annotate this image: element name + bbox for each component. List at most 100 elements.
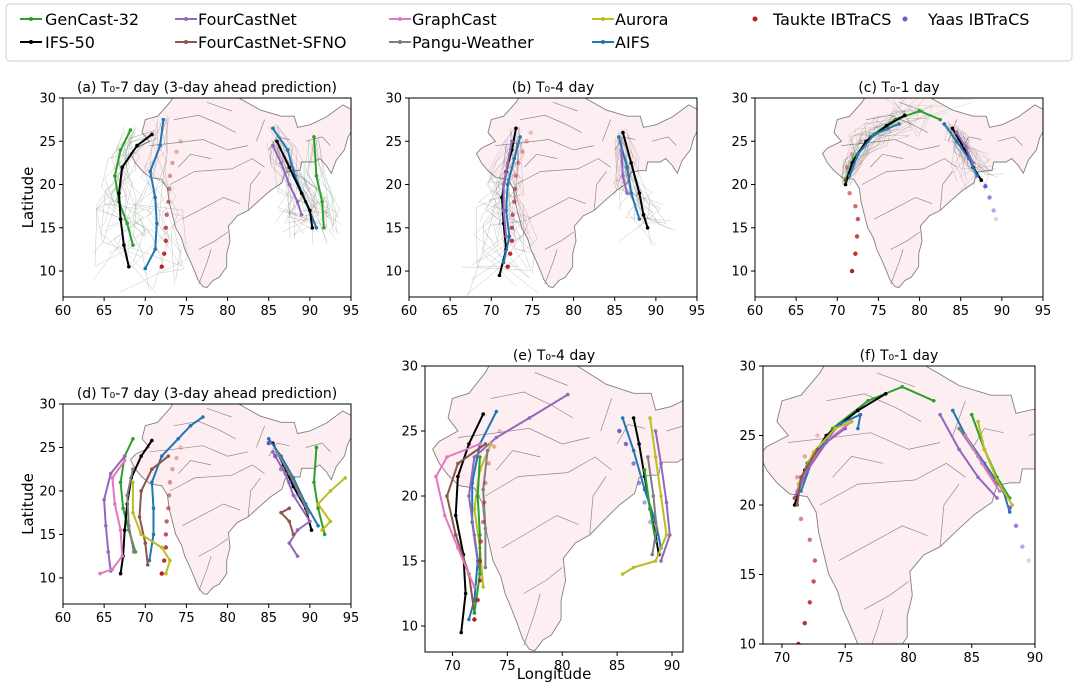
track-point <box>858 412 863 417</box>
observed-point <box>858 139 863 144</box>
ensemble-track <box>614 150 620 183</box>
track-point <box>963 143 967 148</box>
state-border <box>869 153 904 168</box>
observed-point <box>163 532 169 537</box>
y-tick-label: 10 <box>731 265 748 280</box>
state-border <box>523 593 541 646</box>
track-point <box>139 489 143 493</box>
track-point <box>653 429 658 433</box>
y-tick-label: 25 <box>401 425 418 440</box>
track-point <box>110 567 115 572</box>
observed-point <box>159 571 164 576</box>
track-point <box>641 213 646 217</box>
track-line <box>313 136 325 228</box>
track-point <box>467 494 471 498</box>
track-line <box>617 136 641 220</box>
track-pangu-weather <box>275 450 311 515</box>
state-border <box>198 231 228 250</box>
track-point <box>478 455 482 459</box>
track-point <box>287 182 292 187</box>
y-tick-label: 20 <box>385 178 402 193</box>
observed-point <box>497 428 502 434</box>
track-point <box>266 436 271 441</box>
track-point <box>982 447 987 452</box>
legend-label: IFS-50 <box>45 33 95 52</box>
track-point <box>971 161 975 165</box>
observed-point <box>508 251 513 256</box>
track-point <box>320 528 325 532</box>
y-axis-label: Latitude <box>19 473 37 535</box>
observed-point <box>807 537 813 542</box>
track-point <box>619 148 624 152</box>
state-border <box>198 249 212 285</box>
ensemble-track <box>164 118 179 285</box>
state-border <box>182 503 241 527</box>
observed-point <box>174 455 179 461</box>
state-border <box>602 119 611 142</box>
track-point <box>843 426 848 431</box>
legend-marker <box>601 17 605 21</box>
track-point <box>143 541 148 545</box>
track-point <box>131 436 135 441</box>
state-border <box>528 197 587 220</box>
ensemble-track <box>612 152 627 185</box>
observed-point <box>987 195 992 200</box>
observed-taukte-ibtracs <box>472 428 502 622</box>
track-point <box>481 412 485 416</box>
map-layer <box>98 404 351 595</box>
axes-frame <box>408 97 698 298</box>
observed-point <box>520 149 525 154</box>
x-axis: 60 65 70 75 80 85 90 95 <box>55 297 359 319</box>
track-pangu-weather <box>125 467 136 554</box>
observed-point <box>516 160 521 166</box>
state-border <box>177 460 212 474</box>
track-point <box>824 440 829 445</box>
track-point <box>954 139 959 144</box>
track-aifs <box>847 122 901 178</box>
state-border <box>515 158 611 185</box>
track-point <box>664 533 669 537</box>
panel-title: (f) T₀-1 day <box>860 348 939 364</box>
observed-point <box>486 461 491 466</box>
observed-point <box>162 558 167 563</box>
ensemble-track <box>841 98 924 184</box>
track-point <box>314 174 319 178</box>
observed-point <box>512 199 517 205</box>
observed-point <box>163 238 169 243</box>
track-point <box>954 130 959 135</box>
track-point <box>287 165 292 170</box>
track-point <box>122 458 127 463</box>
ensemble-track <box>132 119 165 268</box>
track-point <box>176 436 180 441</box>
y-tick-label: 15 <box>385 221 402 236</box>
track-point <box>285 148 290 152</box>
observed-point <box>528 130 533 135</box>
track-point <box>158 143 162 148</box>
observed-point <box>475 597 480 603</box>
track-line <box>502 136 522 263</box>
state-border <box>614 136 636 151</box>
x-tick-label: 70 <box>829 304 846 319</box>
ensemble-track <box>492 134 533 248</box>
observed-point <box>509 225 515 230</box>
observed-point <box>853 203 858 209</box>
observed-taukte-ibtracs <box>159 445 183 576</box>
track-point <box>287 471 292 476</box>
track-fourcastnet-sfno <box>279 506 296 537</box>
ensemble-track <box>310 138 336 218</box>
ensemble-track <box>626 128 672 222</box>
observed-point <box>1007 505 1012 510</box>
track-point <box>159 454 164 458</box>
ensemble-track <box>124 134 155 265</box>
track-point <box>135 143 139 148</box>
x-tick-label: 65 <box>788 304 805 319</box>
observed-point <box>815 433 820 438</box>
y-tick-label: 15 <box>39 221 56 236</box>
track-line <box>126 468 135 552</box>
x-tick-label: 85 <box>609 659 626 674</box>
x-tick-label: 85 <box>952 304 969 319</box>
state-border <box>841 139 941 151</box>
track-point <box>147 558 152 563</box>
ensemble-track <box>952 130 969 163</box>
ensemble-track <box>92 137 149 281</box>
